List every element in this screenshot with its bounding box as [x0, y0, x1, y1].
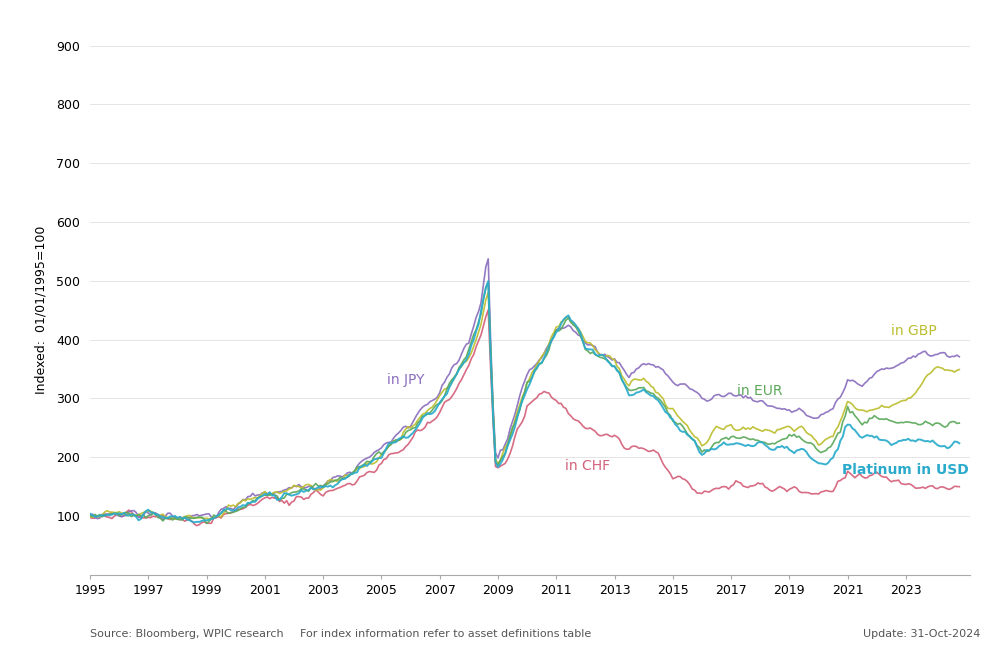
Text: For index information refer to asset definitions table: For index information refer to asset def…	[300, 629, 591, 639]
Text: Update: 31-Oct-2024: Update: 31-Oct-2024	[863, 629, 980, 639]
Text: in EUR: in EUR	[737, 385, 782, 398]
Text: Source: Bloomberg, WPIC research: Source: Bloomberg, WPIC research	[90, 629, 284, 639]
Text: in JPY: in JPY	[387, 373, 425, 387]
Text: in GBP: in GBP	[891, 324, 937, 338]
Text: Platinum in USD: Platinum in USD	[842, 462, 969, 477]
Y-axis label: Indexed:  01/01/1995=100: Indexed: 01/01/1995=100	[35, 226, 48, 394]
Text: in CHF: in CHF	[565, 459, 610, 473]
